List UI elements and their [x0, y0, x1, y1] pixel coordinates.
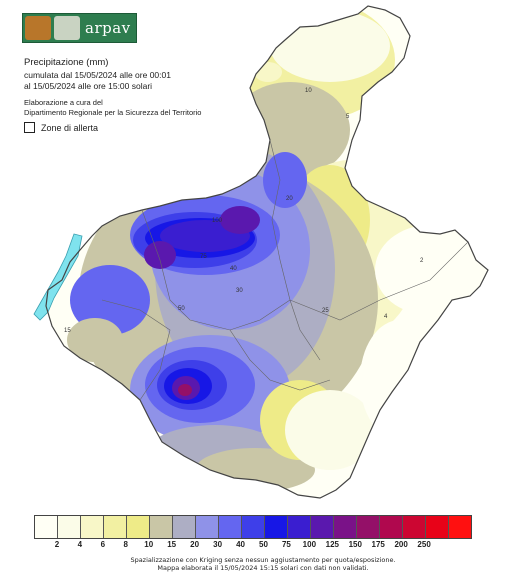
contour-label: 25 — [322, 308, 329, 314]
contour-label: 100 — [212, 218, 223, 224]
scale-label: 50 — [259, 540, 268, 549]
scale-swatch — [334, 516, 357, 538]
contour-label: 30 — [236, 288, 243, 294]
scale-swatch — [449, 516, 471, 538]
scale-swatch — [35, 516, 58, 538]
scale-label: 125 — [325, 540, 339, 549]
scale-label: 150 — [348, 540, 362, 549]
scale-swatch — [81, 516, 104, 538]
scale-label: 4 — [77, 540, 83, 549]
scale-label: 10 — [144, 540, 154, 549]
contour-label: 4 — [384, 314, 388, 320]
contour-label: 15 — [64, 328, 71, 334]
scale-label: 20 — [190, 540, 200, 549]
scale-swatch — [311, 516, 334, 538]
scale-swatch — [242, 516, 265, 538]
scale-swatch — [403, 516, 426, 538]
footer-line-2: Mappa elaborata il 15/05/2024 15:15 sola… — [157, 564, 369, 572]
map-footer: Spazializzazione con Kriging senza nessu… — [0, 556, 526, 572]
scale-swatch — [173, 516, 196, 538]
precipitation-map: 10 15 5 20 30 40 50 75 100 25 4 2 — [33, 5, 489, 499]
wave-emblem-icon — [54, 16, 80, 40]
scale-swatch — [104, 516, 127, 538]
alert-zone-swatch — [24, 122, 35, 133]
brand-name: arpav — [85, 19, 131, 37]
scale-swatch — [58, 516, 81, 538]
scale-swatch — [426, 516, 449, 538]
scale-swatch — [288, 516, 311, 538]
scale-label: 175 — [371, 540, 385, 549]
color-scale-labels: 2 4 6 8 10 15 20 30 40 50 75 100 125 150 175 200 250 — [34, 540, 470, 552]
scale-label: 2 — [54, 540, 60, 549]
lake-garda — [33, 233, 83, 321]
contour-label: 50 — [178, 306, 185, 312]
contour-labels: 10 15 5 20 30 40 50 75 100 25 4 2 — [64, 88, 424, 334]
contour-label: 2 — [420, 258, 424, 264]
scale-label: 200 — [394, 540, 408, 549]
region-border — [45, 5, 489, 499]
scale-label: 15 — [167, 540, 177, 549]
alert-zone-borders — [101, 139, 469, 401]
map-legend-text: Precipitazione (mm) cumulata dal 15/05/2… — [24, 57, 201, 117]
scale-swatch — [219, 516, 242, 538]
scale-swatch — [196, 516, 219, 538]
arpav-logo: arpav — [22, 13, 137, 43]
credit-line-1: Elaborazione a cura del — [24, 98, 103, 107]
color-scale-bar — [34, 515, 472, 539]
scale-swatch — [357, 516, 380, 538]
contour-label: 75 — [200, 254, 207, 260]
alert-zone-legend: Zone di allerta — [24, 122, 98, 133]
scale-label: 250 — [417, 540, 431, 549]
period-line-2: al 15/05/2024 alle ore 15:00 solari — [24, 81, 153, 91]
scale-label: 75 — [281, 540, 291, 549]
contour-label: 10 — [305, 88, 312, 94]
footer-line-1: Spazializzazione con Kriging senza nessu… — [130, 556, 396, 564]
scale-label: 30 — [213, 540, 223, 549]
credit-line-2: Dipartimento Regionale per la Sicurezza … — [24, 107, 202, 117]
scale-label: 6 — [100, 540, 106, 549]
scale-swatch — [265, 516, 288, 538]
scale-swatch — [150, 516, 173, 538]
alert-zone-label: Zone di allerta — [41, 122, 99, 133]
scale-label: 100 — [302, 540, 317, 549]
contour-label: 5 — [346, 114, 350, 120]
contour-label: 40 — [230, 266, 237, 272]
scale-swatch — [127, 516, 150, 538]
contour-label: 20 — [286, 196, 293, 202]
scale-swatch — [380, 516, 403, 538]
lion-emblem-icon — [25, 16, 51, 40]
scale-label: 8 — [123, 540, 129, 549]
map-title: Precipitazione (mm) — [24, 57, 109, 68]
period-line-1: cumulata dal 15/05/2024 alle ore 00:01 — [24, 70, 171, 80]
scale-label: 40 — [236, 540, 245, 549]
